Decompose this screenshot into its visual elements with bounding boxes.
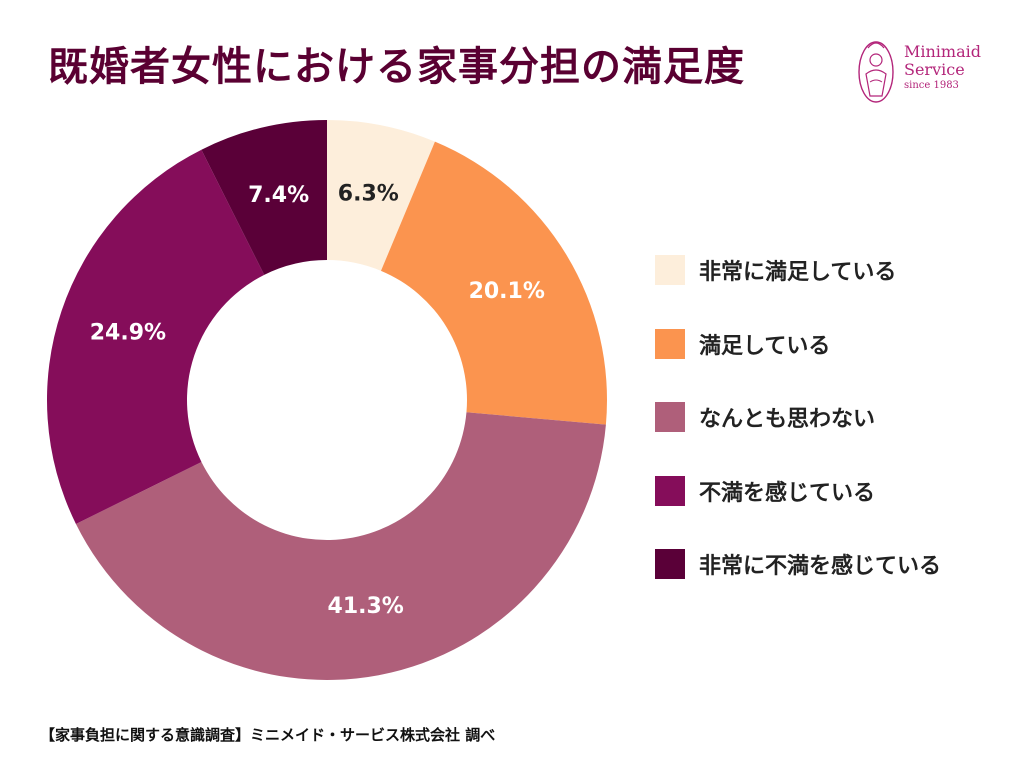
slice-label-very-dissatisfied: 7.4% (248, 183, 309, 208)
donut-chart: 6.3% 20.1% 41.3% 24.9% 7.4% (47, 120, 607, 680)
legend-swatch (655, 549, 685, 579)
legend-label: 不満を感じている (699, 480, 876, 506)
legend-swatch (655, 328, 685, 359)
legend-item-very-dissatisfied: 非常に不満を感じている (655, 547, 941, 581)
legend-item-dissatisfied: 不満を感じている (655, 474, 941, 508)
legend-label: 非常に満足している (699, 260, 897, 285)
legend-item-satisfied: 満足している (655, 327, 941, 361)
slice-dissatisfied (47, 149, 265, 524)
legend-swatch (655, 475, 685, 506)
legend-swatch (655, 255, 685, 285)
legend-item-very-satisfied: 非常に満足している (655, 253, 941, 287)
legend-item-neutral: なんとも思わない (655, 400, 941, 434)
maid-emblem-icon (858, 41, 894, 103)
chart-title: 既婚者女性における家事分担の満足度 (48, 44, 745, 90)
slice-very-satisfied (327, 120, 435, 271)
legend-label: 満足している (699, 333, 831, 359)
legend-label: なんとも思わない (699, 407, 876, 432)
logo-line-2: Service (904, 60, 965, 79)
legend-swatch (655, 402, 685, 432)
logo-line-1: Minimaid (904, 42, 981, 61)
legend-label: 非常に不満を感じている (699, 554, 942, 579)
slice-label-satisfied: 20.1% (469, 279, 545, 304)
chart-legend: 非常に満足している 満足している なんとも思わない 不満を感じている 非常に不満… (655, 253, 941, 621)
slice-very-dissatisfied (201, 120, 327, 275)
logo-line-3: since 1983 (904, 80, 959, 91)
slice-label-dissatisfied: 24.9% (90, 321, 166, 346)
slice-label-very-satisfied: 6.3% (338, 182, 399, 207)
slice-label-neutral: 41.3% (328, 594, 404, 619)
slice-satisfied (380, 141, 607, 425)
source-note: 【家事負担に関する意識調査】ミニメイド・サービス株式会社 調べ (40, 726, 496, 744)
brand-logo: Minimaid Service since 1983 (852, 30, 1002, 110)
slice-neutral (75, 412, 606, 680)
